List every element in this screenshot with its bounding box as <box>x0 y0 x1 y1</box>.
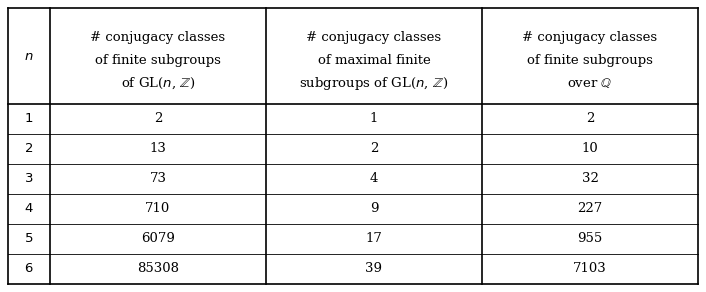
Text: 2: 2 <box>154 112 162 126</box>
Text: of finite subgroups: of finite subgroups <box>95 54 221 67</box>
Text: $3$: $3$ <box>24 173 34 185</box>
Text: of maximal finite: of maximal finite <box>318 54 431 67</box>
Text: 85308: 85308 <box>137 263 179 275</box>
Text: $4$: $4$ <box>24 202 34 215</box>
Text: 227: 227 <box>578 202 603 215</box>
Text: of GL($n$, $\mathbb{Z}$): of GL($n$, $\mathbb{Z}$) <box>121 75 196 91</box>
Text: 17: 17 <box>366 232 383 246</box>
Text: # conjugacy classes: # conjugacy classes <box>306 31 441 44</box>
Text: $n$: $n$ <box>24 50 34 62</box>
Text: over $\mathbb{Q}$: over $\mathbb{Q}$ <box>568 76 613 90</box>
Text: 2: 2 <box>586 112 594 126</box>
Text: subgroups of GL($n$, $\mathbb{Z}$): subgroups of GL($n$, $\mathbb{Z}$) <box>299 75 448 92</box>
Text: of finite subgroups: of finite subgroups <box>527 54 653 67</box>
Text: 10: 10 <box>582 142 599 156</box>
Text: $2$: $2$ <box>25 142 34 156</box>
Text: # conjugacy classes: # conjugacy classes <box>90 31 225 44</box>
Text: 9: 9 <box>370 202 378 215</box>
Text: # conjugacy classes: # conjugacy classes <box>522 31 657 44</box>
Text: $1$: $1$ <box>25 112 34 126</box>
Text: 32: 32 <box>582 173 599 185</box>
Text: 39: 39 <box>366 263 383 275</box>
Text: $5$: $5$ <box>24 232 34 246</box>
Text: $6$: $6$ <box>24 263 34 275</box>
Text: 7103: 7103 <box>573 263 607 275</box>
Text: 73: 73 <box>150 173 167 185</box>
Text: 4: 4 <box>370 173 378 185</box>
Text: 2: 2 <box>370 142 378 156</box>
Text: 6079: 6079 <box>141 232 175 246</box>
Text: 1: 1 <box>370 112 378 126</box>
Text: 955: 955 <box>578 232 603 246</box>
Text: 710: 710 <box>145 202 171 215</box>
Text: 13: 13 <box>150 142 167 156</box>
